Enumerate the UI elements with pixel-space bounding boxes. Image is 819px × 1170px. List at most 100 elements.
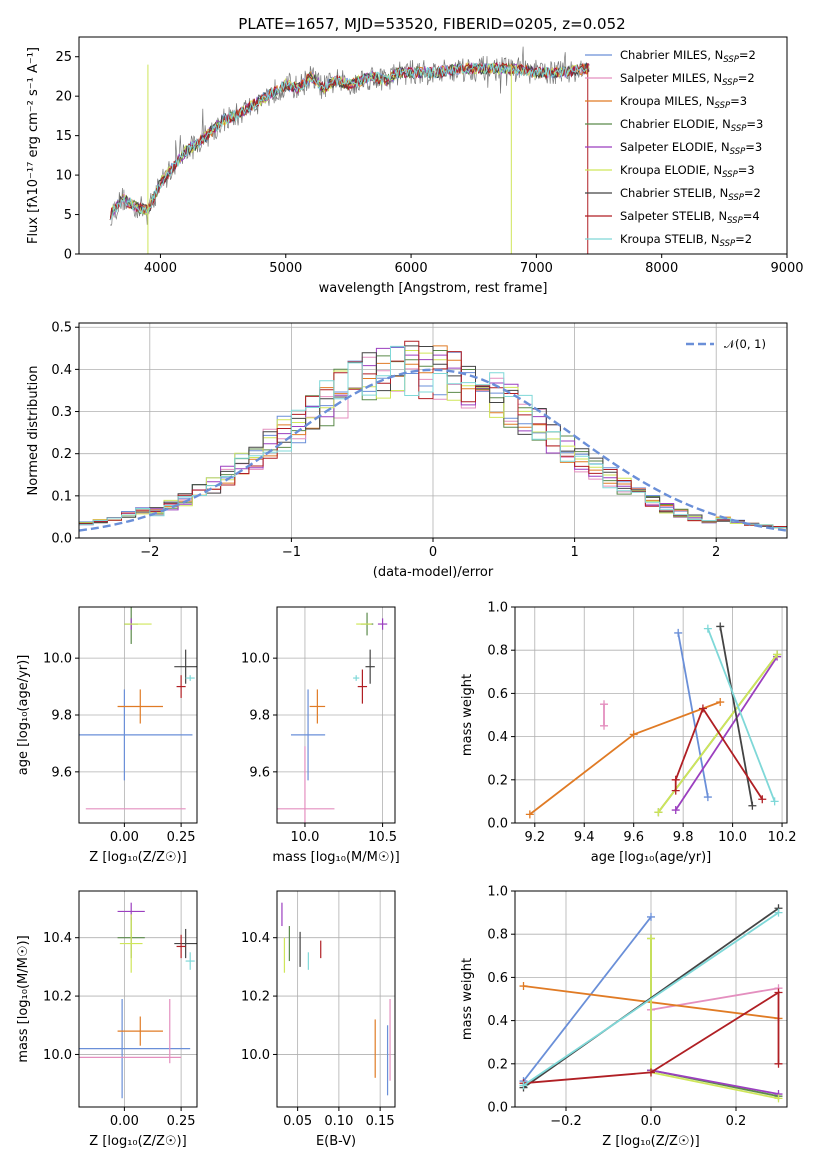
x-axis-label: (data-model)/error <box>373 565 494 580</box>
series-point <box>647 912 655 921</box>
x-tick-label: 10.0 <box>290 830 319 845</box>
legend-name: Chabrier MILES, N <box>620 48 723 62</box>
series-line <box>674 656 778 811</box>
series-line <box>650 938 779 1098</box>
y-tick-label: 15 <box>55 129 72 144</box>
model-line <box>109 61 590 221</box>
y-tick-label: 0.4 <box>487 730 508 745</box>
legend-count: =3 <box>745 140 762 154</box>
x-axis-label: age [log₁₀(age/yr)] <box>591 850 712 865</box>
series-line <box>522 911 780 1087</box>
series-line <box>677 632 709 798</box>
legend-sub: SSP <box>728 193 744 203</box>
y-tick-label: 10.0 <box>241 1048 270 1063</box>
x-tick-label: 0.05 <box>283 1114 312 1129</box>
normal-curve <box>79 368 787 532</box>
series-point <box>654 808 663 817</box>
series-point <box>600 700 609 709</box>
errorbar-point <box>357 669 368 704</box>
legend-name: Salpeter STELIB, N <box>620 209 727 223</box>
x-tick-label: 0.00 <box>110 1114 139 1129</box>
series-point <box>519 1081 528 1090</box>
y-tick-label: 0 <box>64 248 72 263</box>
y-tick-label: 10 <box>55 169 72 184</box>
plot-mass-vs-Z: 0.00 0.25 10.0 10.2 10.4 Z [log₁₀(Z/Z☉)] mass … <box>16 890 198 1149</box>
plot-area <box>277 612 388 823</box>
errorbar-point <box>365 649 375 684</box>
errorbar-point <box>117 689 163 724</box>
x-tick-label: −2 <box>140 545 159 560</box>
axes-frame <box>514 606 788 824</box>
y-axis-label: mass [log₁₀(M/M☉)] <box>16 935 31 1062</box>
series-point <box>758 795 767 804</box>
series-point <box>774 988 783 997</box>
x-axis-label: mass [log₁₀(M/M☉)] <box>272 850 399 865</box>
series-line <box>529 701 721 816</box>
series-line <box>523 990 780 1085</box>
x-tick-label: 9000 <box>770 261 803 276</box>
residual-histogram <box>79 340 787 538</box>
series-point <box>647 1068 655 1077</box>
x-tick-label: 2 <box>712 545 720 560</box>
y-tick-label: 0.4 <box>51 363 72 378</box>
series-point <box>674 628 683 637</box>
series-point <box>716 622 725 631</box>
errorbar-point <box>174 928 197 959</box>
errorbar-point <box>277 746 335 823</box>
x-tick-label: 0.2 <box>726 1114 747 1129</box>
legend-sub: SSP <box>723 55 739 65</box>
legend-name: Chabrier STELIB, N <box>620 186 728 200</box>
x-axis-label: wavelength [Angstrom, rest frame] <box>319 281 548 296</box>
plot-area <box>519 904 783 1103</box>
plot-age-vs-mass: 10.0 10.5 9.6 9.8 10.0 mass [log₁₀(M/M☉)] <box>241 606 400 865</box>
x-axis-label: Z [log₁₀(Z/Z☉)] <box>89 850 186 865</box>
y-tick-label: 0.2 <box>487 773 508 788</box>
series-point <box>519 982 528 991</box>
x-tick-label: 10.2 <box>768 830 797 845</box>
x-tick-label: 9.2 <box>524 830 545 845</box>
y-tick-label: 10.0 <box>43 1048 72 1063</box>
legend-name: Salpeter MILES, N <box>620 71 722 85</box>
series-line <box>650 1069 779 1095</box>
y-tick-label: 0.1 <box>51 489 72 504</box>
series-line <box>674 706 764 800</box>
x-tick-label: 1 <box>570 545 578 560</box>
x-tick-label: −0.2 <box>550 1114 582 1129</box>
errorbar-point <box>79 999 191 1099</box>
y-tick-label: 9.6 <box>51 765 72 780</box>
x-tick-label: 0.15 <box>366 1114 395 1129</box>
x-tick-label: 10.0 <box>718 830 747 845</box>
legend-name: Chabrier ELODIE, N <box>620 117 731 131</box>
legend-count: =4 <box>743 209 760 223</box>
y-tick-label: 10.4 <box>241 931 270 946</box>
y-tick-label: 25 <box>55 50 72 65</box>
plot-area <box>281 902 391 1096</box>
axes-frame <box>78 606 198 824</box>
y-tick-label: 0.8 <box>487 644 508 659</box>
series-point <box>671 775 680 784</box>
series-point <box>773 650 782 659</box>
legend-name: Salpeter ELODIE, N <box>620 140 730 154</box>
y-tick-label: 0.4 <box>487 1014 508 1029</box>
legend-entry: Chabrier STELIB, NSSP=2 <box>620 186 761 203</box>
y-tick-label: 0.6 <box>487 971 508 986</box>
model-line <box>109 62 590 221</box>
legend-count: =2 <box>735 232 752 246</box>
legend-count: =3 <box>730 94 747 108</box>
y-tick-label: 0.0 <box>51 532 72 547</box>
y-tick-label: 10.0 <box>241 652 270 667</box>
y-tick-label: 10.4 <box>43 931 72 946</box>
x-tick-label: 0.00 <box>110 830 139 845</box>
y-tick-label: 0.0 <box>487 817 508 832</box>
y-axis-label: Normed distribution <box>26 366 41 496</box>
series-point <box>647 934 655 943</box>
y-tick-label: 0.2 <box>51 447 72 462</box>
x-tick-label: 4000 <box>144 261 177 276</box>
x-axis-label: Z [log₁₀(Z/Z☉)] <box>602 1134 699 1149</box>
legend-name: Kroupa ELODIE, N <box>620 163 722 177</box>
errorbar-point <box>290 689 326 781</box>
legend-entry: Kroupa STELIB, NSSP=2 <box>620 232 752 249</box>
series-line <box>657 653 778 813</box>
series-point <box>525 810 534 819</box>
series-point <box>774 908 783 917</box>
